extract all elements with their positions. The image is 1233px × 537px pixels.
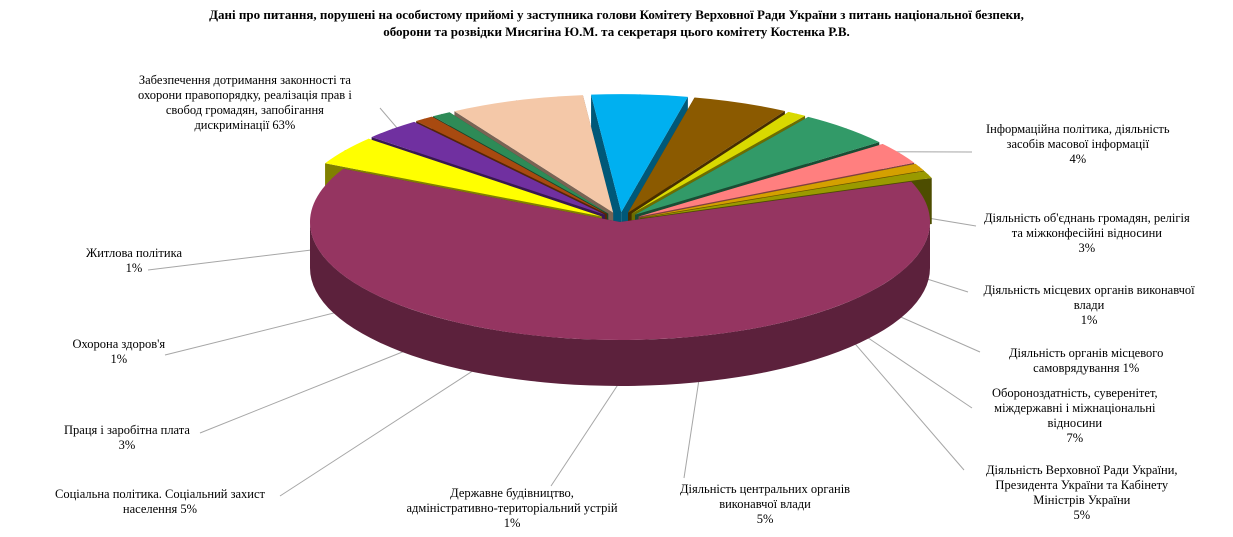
chart-title-line-2: оборони та розвідки Мисягіна Ю.М. та сек… bbox=[383, 24, 850, 39]
pie-slice-6 bbox=[591, 94, 688, 213]
slice-label-2-line-2: 3% bbox=[1078, 241, 1096, 255]
slice-label-5-line-0: Обороноздатність, суверенітет, bbox=[992, 386, 1158, 400]
slice-label-8-line-0: Державне будівництво, bbox=[450, 486, 574, 500]
slice-label-0-line-1: охорони правопорядку, реалізація прав і bbox=[138, 88, 352, 102]
slice-label-6-line-2: Міністрів України bbox=[1033, 493, 1131, 507]
pie-slice-10 bbox=[638, 144, 915, 217]
slice-label-10: Праця і заробітна плата 3% bbox=[64, 423, 190, 453]
slice-label-9-line-0: Соціальна політика. Соціальний захист bbox=[55, 487, 266, 501]
slice-label-7-line-2: 5% bbox=[756, 512, 774, 526]
slice-label-0-line-2: свобод громадян, запобігання bbox=[165, 103, 324, 117]
slice-label-7-line-0: Діяльність центральних органів bbox=[680, 482, 851, 496]
slice-label-3-line-0: Діяльність місцевих органів виконавчої bbox=[983, 283, 1195, 297]
slice-label-3-line-2: 1% bbox=[1080, 313, 1098, 327]
slice-label-0-line-0: Забезпечення дотримання законності та bbox=[138, 73, 351, 87]
slice-label-5-line-1: міждержавні і міжнаціональні bbox=[994, 401, 1156, 415]
slice-label-0-line-3: дискримінації 63% bbox=[194, 118, 296, 132]
slice-label-7: Діяльність центральних органів виконавчої… bbox=[680, 482, 850, 527]
slice-label-12-line-0: Житлова політика bbox=[86, 246, 183, 260]
slice-label-4-line-0: Діяльність органів місцевого bbox=[1009, 346, 1164, 360]
slice-label-11: Охорона здоров'я 1% bbox=[73, 337, 166, 367]
chart-title: Дані про питання, порушені на особистому… bbox=[0, 6, 1233, 40]
slice-label-0: Забезпечення дотримання законності та охо… bbox=[138, 73, 352, 133]
slice-label-6-line-1: Президента України та Кабінету bbox=[995, 478, 1169, 492]
pie-slice-8 bbox=[631, 111, 806, 214]
slice-label-10-line-1: 3% bbox=[118, 438, 136, 452]
slice-label-5-line-3: 7% bbox=[1066, 431, 1084, 445]
slice-label-8-line-2: 1% bbox=[503, 516, 521, 530]
slice-label-4-line-1: самоврядування 1% bbox=[1033, 361, 1140, 375]
slice-label-2: Діяльність об'єднань громадян, релігія та… bbox=[984, 211, 1190, 256]
pie-slice-face-6-0 bbox=[591, 94, 622, 259]
pie-slice-5 bbox=[454, 95, 614, 213]
slice-label-8: Державне будівництво, адміністративно-тер… bbox=[407, 486, 618, 531]
pie-slice-side-0 bbox=[310, 222, 930, 386]
slice-label-12: Житлова політика 1% bbox=[86, 246, 182, 276]
slice-label-11-line-0: Охорона здоров'я bbox=[72, 337, 166, 351]
slice-label-1-line-0: Інформаційна політика, діяльність bbox=[986, 122, 1170, 136]
slice-label-3-line-1: влади bbox=[1073, 298, 1105, 312]
slice-label-9-line-1: населення 5% bbox=[122, 502, 198, 516]
slice-label-4: Діяльність органів місцевого самоврядуван… bbox=[1009, 346, 1163, 376]
pie-slice-7 bbox=[628, 97, 785, 213]
slice-label-12-line-1: 1% bbox=[125, 261, 143, 275]
slice-label-6: Діяльність Верховної Ради України, Презид… bbox=[986, 463, 1178, 523]
slice-label-5: Обороноздатність, суверенітет, міждержавн… bbox=[992, 386, 1158, 446]
slice-label-3: Діяльність місцевих органів виконавчої вл… bbox=[984, 283, 1195, 328]
slice-label-5-line-2: відносини bbox=[1047, 416, 1103, 430]
pie-slice-9 bbox=[635, 116, 880, 215]
slice-label-7-line-1: виконавчої влади bbox=[719, 497, 811, 511]
slice-label-8-line-1: адміністративно-територіальний устрій bbox=[406, 501, 618, 515]
pie-slice-3 bbox=[416, 116, 608, 215]
pie-slice-1 bbox=[325, 138, 602, 217]
slice-label-1-line-1: засобів масової інформації bbox=[1006, 137, 1150, 151]
slice-label-10-line-0: Праця і заробітна плата bbox=[64, 423, 190, 437]
slice-label-1-line-2: 4% bbox=[1069, 152, 1087, 166]
pie-tops bbox=[309, 94, 932, 341]
slice-label-6-line-3: 5% bbox=[1073, 508, 1091, 522]
slice-label-11-line-1: 1% bbox=[110, 352, 128, 366]
slice-label-9: Соціальна політика. Соціальний захист нас… bbox=[55, 487, 265, 517]
pie-slice-2 bbox=[371, 121, 605, 215]
pie-slice-11 bbox=[639, 163, 924, 218]
pie-slice-0 bbox=[309, 168, 930, 341]
slice-label-2-line-1: та міжконфесійні відносини bbox=[1011, 226, 1162, 240]
slice-label-2-line-0: Діяльність об'єднань громадян, релігія bbox=[984, 211, 1190, 225]
pie-slice-12 bbox=[640, 171, 932, 219]
pie-slice-4 bbox=[433, 112, 609, 214]
slice-label-1: Інформаційна політика, діяльність засобів… bbox=[986, 122, 1170, 167]
slice-label-6-line-0: Діяльність Верховної Ради України, bbox=[986, 463, 1178, 477]
chart-title-line-1: Дані про питання, порушені на особистому… bbox=[209, 7, 1024, 22]
